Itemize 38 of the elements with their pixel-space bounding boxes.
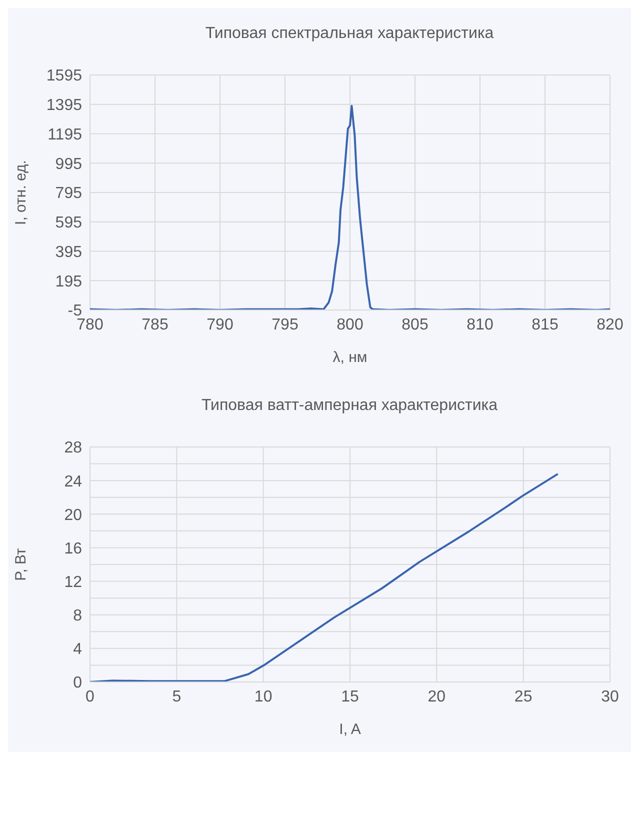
x-tick-label: 785 [142, 316, 168, 334]
y-tick-label: 0 [73, 674, 82, 692]
y-tick-label: 995 [55, 156, 82, 173]
x-tick-label: 795 [272, 316, 298, 334]
x-tick-label: 800 [336, 316, 364, 334]
x-axis-title: λ, нм [332, 349, 368, 366]
y-tick-label: 1595 [46, 68, 82, 85]
y-tick-label: 12 [64, 574, 82, 591]
y-tick-label: 16 [64, 540, 82, 558]
y-tick-label: 1395 [46, 97, 82, 114]
chart-title: Типовая ватт-амперная характеристика [200, 396, 499, 416]
x-tick-label: 810 [466, 316, 494, 334]
x-tick-label: 820 [596, 316, 624, 334]
y-tick-label: 28 [64, 440, 82, 457]
y-tick-label: 20 [64, 506, 82, 524]
y-tick-label: 795 [55, 185, 82, 202]
y-tick-label: 395 [55, 244, 82, 261]
chart-title: Типовая спектральная характеристика [204, 24, 495, 44]
x-tick-label: 0 [86, 688, 95, 706]
x-tick-label: 5 [172, 688, 182, 706]
y-tick-label: 24 [64, 473, 82, 490]
x-tick-label: 15 [341, 688, 359, 706]
x-tick-label: 10 [254, 688, 272, 706]
y-tick-label: 1195 [48, 126, 82, 144]
x-tick-label: 790 [206, 316, 234, 334]
x-tick-label: 25 [514, 688, 532, 706]
y-axis-title: I, отн. ед. [12, 160, 30, 225]
y-tick-label: 8 [73, 608, 82, 625]
y-tick-label: 4 [73, 641, 82, 658]
y-tick-label: 595 [55, 214, 82, 232]
x-tick-label: 20 [428, 688, 446, 706]
line-series [90, 472, 559, 682]
x-tick-label: 815 [532, 316, 558, 334]
y-tick-label: 195 [55, 273, 82, 290]
x-tick-label: 805 [402, 316, 428, 334]
y-axis-title: P, Вт [12, 548, 30, 581]
x-axis-title: I, A [339, 721, 361, 738]
x-tick-label: 30 [601, 688, 619, 706]
